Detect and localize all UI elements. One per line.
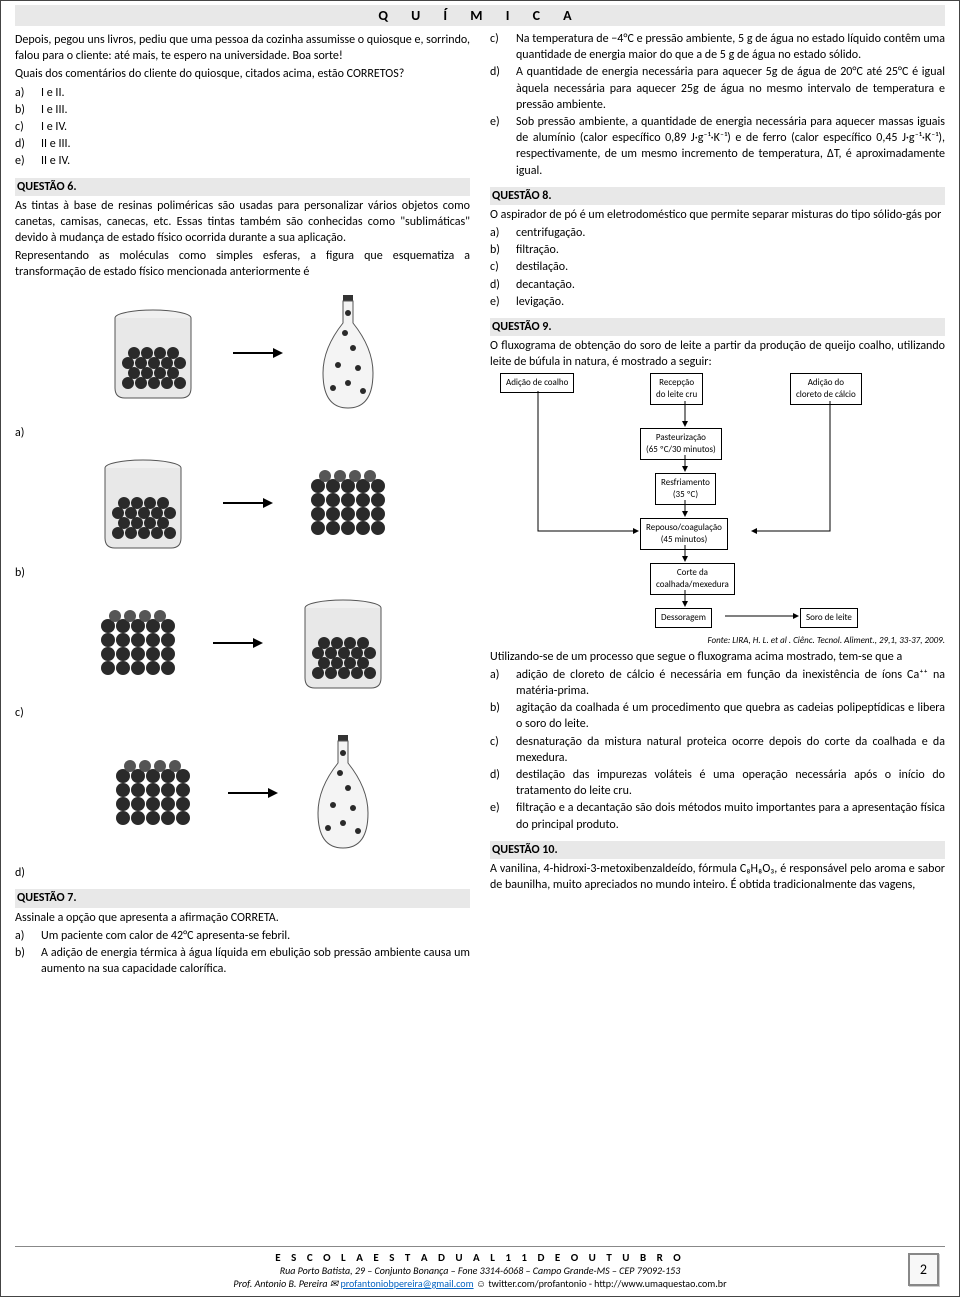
q9-opt-d: d)destilação das impurezas voláteis é um… bbox=[490, 767, 945, 799]
footer-email-link[interactable]: profantoniobpereira@gmail.com bbox=[340, 1277, 473, 1290]
page-number: 2 bbox=[908, 1253, 939, 1286]
beaker-liquid-icon bbox=[93, 453, 193, 553]
flow-b5: Resfriamento (35 ºC) bbox=[655, 473, 716, 505]
footer-address: Rua Porto Batista, 29 – Conjunto Bonança… bbox=[280, 1264, 681, 1277]
q9-p1: O fluxograma de obtenção do soro de leit… bbox=[490, 338, 945, 370]
flow-b4: Pasteurização (65 ºC/30 minutos) bbox=[640, 428, 722, 460]
q10-p1: A vanilina, 4-hidroxi-3-metoxibenzaldeíd… bbox=[490, 861, 945, 893]
q9-opt-c: c)desnaturação da mistura natural protei… bbox=[490, 734, 945, 766]
flow-b8: Dessoragem bbox=[655, 608, 712, 628]
q7-opt-b: b)A adição de energia térmica à água líq… bbox=[15, 945, 470, 977]
beaker-liquid-icon bbox=[103, 303, 203, 403]
flow-b6: Repouso/coagulação (45 minutos) bbox=[640, 518, 728, 550]
q9-citation: Fonte: LIRA, H. L. et al . Ciênc. Tecnol… bbox=[490, 635, 945, 647]
arrow-right-icon bbox=[223, 493, 273, 513]
q8-opt-c: c)destilação. bbox=[490, 259, 945, 275]
q9-flowchart: Adição de coalho Recepção do leite cru A… bbox=[490, 373, 910, 633]
q7-p1: Assinale a opção que apresenta a afirmaç… bbox=[15, 910, 470, 926]
q6-label-b: b) bbox=[15, 565, 470, 581]
q9-p2: Utilizando-se de um processo que segue o… bbox=[490, 649, 945, 665]
q9-opt-a: a)adição de cloreto de cálcio é necessár… bbox=[490, 667, 945, 699]
q8-head: QUESTÃO 8. bbox=[490, 187, 945, 205]
footer-school: E S C O L A E S T A D U A L 1 1 D E O U … bbox=[15, 1251, 945, 1264]
q10-head: QUESTÃO 10. bbox=[490, 841, 945, 859]
q6-fig-d bbox=[15, 733, 470, 853]
flask-gas-icon bbox=[313, 293, 383, 413]
q8-opt-a: a)centrifugação. bbox=[490, 225, 945, 241]
solid-cube-icon bbox=[93, 598, 183, 688]
q7-opt-c: c)Na temperatura de −4°C e pressão ambie… bbox=[490, 31, 945, 63]
arrow-right-icon bbox=[213, 633, 263, 653]
q9-opt-b: b)agitação da coalhada é um procedimento… bbox=[490, 700, 945, 732]
footer-twitter: ☺ twitter.com/profantonio - http://www.u… bbox=[476, 1277, 727, 1290]
beaker-liquid-icon bbox=[293, 593, 393, 693]
q8-opt-b: b)filtração. bbox=[490, 242, 945, 258]
q7-head: QUESTÃO 7. bbox=[15, 889, 470, 907]
solid-cube-icon bbox=[303, 458, 393, 548]
q6-label-a: a) bbox=[15, 425, 470, 441]
arrow-right-icon bbox=[228, 783, 278, 803]
q9-head: QUESTÃO 9. bbox=[490, 318, 945, 336]
left-column: Depois, pegou uns livros, pediu que uma … bbox=[15, 30, 470, 978]
footer-prof: Prof. Antonio B. Pereira ✉ bbox=[233, 1277, 340, 1290]
right-column: c)Na temperatura de −4°C e pressão ambie… bbox=[490, 30, 945, 978]
flow-b3: Adição do cloreto de cálcio bbox=[790, 373, 862, 405]
q8-opt-d: d)decantação. bbox=[490, 277, 945, 293]
intro-opt-a: a)I e II. bbox=[15, 85, 470, 101]
flow-b2: Recepção do leite cru bbox=[650, 373, 703, 405]
arrow-right-icon bbox=[233, 343, 283, 363]
intro-opt-c: c)I e IV. bbox=[15, 119, 470, 135]
page-header: Q U Í M I C A bbox=[15, 5, 945, 26]
q6-p2: Representando as moléculas como simples … bbox=[15, 248, 470, 280]
q6-fig-b bbox=[15, 453, 470, 553]
flask-gas-icon bbox=[308, 733, 378, 853]
intro-p1: Depois, pegou uns livros, pediu que uma … bbox=[15, 32, 470, 64]
q7-opt-a: a)Um paciente com calor de 42°C apresent… bbox=[15, 928, 470, 944]
flow-b1: Adição de coalho bbox=[500, 373, 574, 393]
q7-opt-d: d)A quantidade de energia necessária par… bbox=[490, 64, 945, 113]
q6-p1: As tintas à base de resinas poliméricas … bbox=[15, 198, 470, 247]
intro-opt-e: e)II e IV. bbox=[15, 153, 470, 169]
q6-fig-c bbox=[15, 593, 470, 693]
q6-label-c: c) bbox=[15, 705, 470, 721]
page-footer: E S C O L A E S T A D U A L 1 1 D E O U … bbox=[15, 1246, 945, 1290]
q9-opt-e: e)filtração e a decantação são dois méto… bbox=[490, 800, 945, 832]
q6-fig-a bbox=[15, 293, 470, 413]
flow-b9: Soro de leite bbox=[800, 608, 858, 628]
q8-opt-e: e)levigação. bbox=[490, 294, 945, 310]
q6-label-d: d) bbox=[15, 865, 470, 881]
q6-head: QUESTÃO 6. bbox=[15, 178, 470, 196]
q7-opt-e: e)Sob pressão ambiente, a quantidade de … bbox=[490, 114, 945, 179]
solid-cube-icon bbox=[108, 748, 198, 838]
intro-opt-d: d)II e III. bbox=[15, 136, 470, 152]
flow-b7: Corte da coalhada/mexedura bbox=[650, 563, 735, 595]
intro-opt-b: b)I e III. bbox=[15, 102, 470, 118]
q8-p1: O aspirador de pó é um eletrodoméstico q… bbox=[490, 207, 945, 223]
intro-p2: Quais dos comentários do cliente do quio… bbox=[15, 66, 470, 82]
